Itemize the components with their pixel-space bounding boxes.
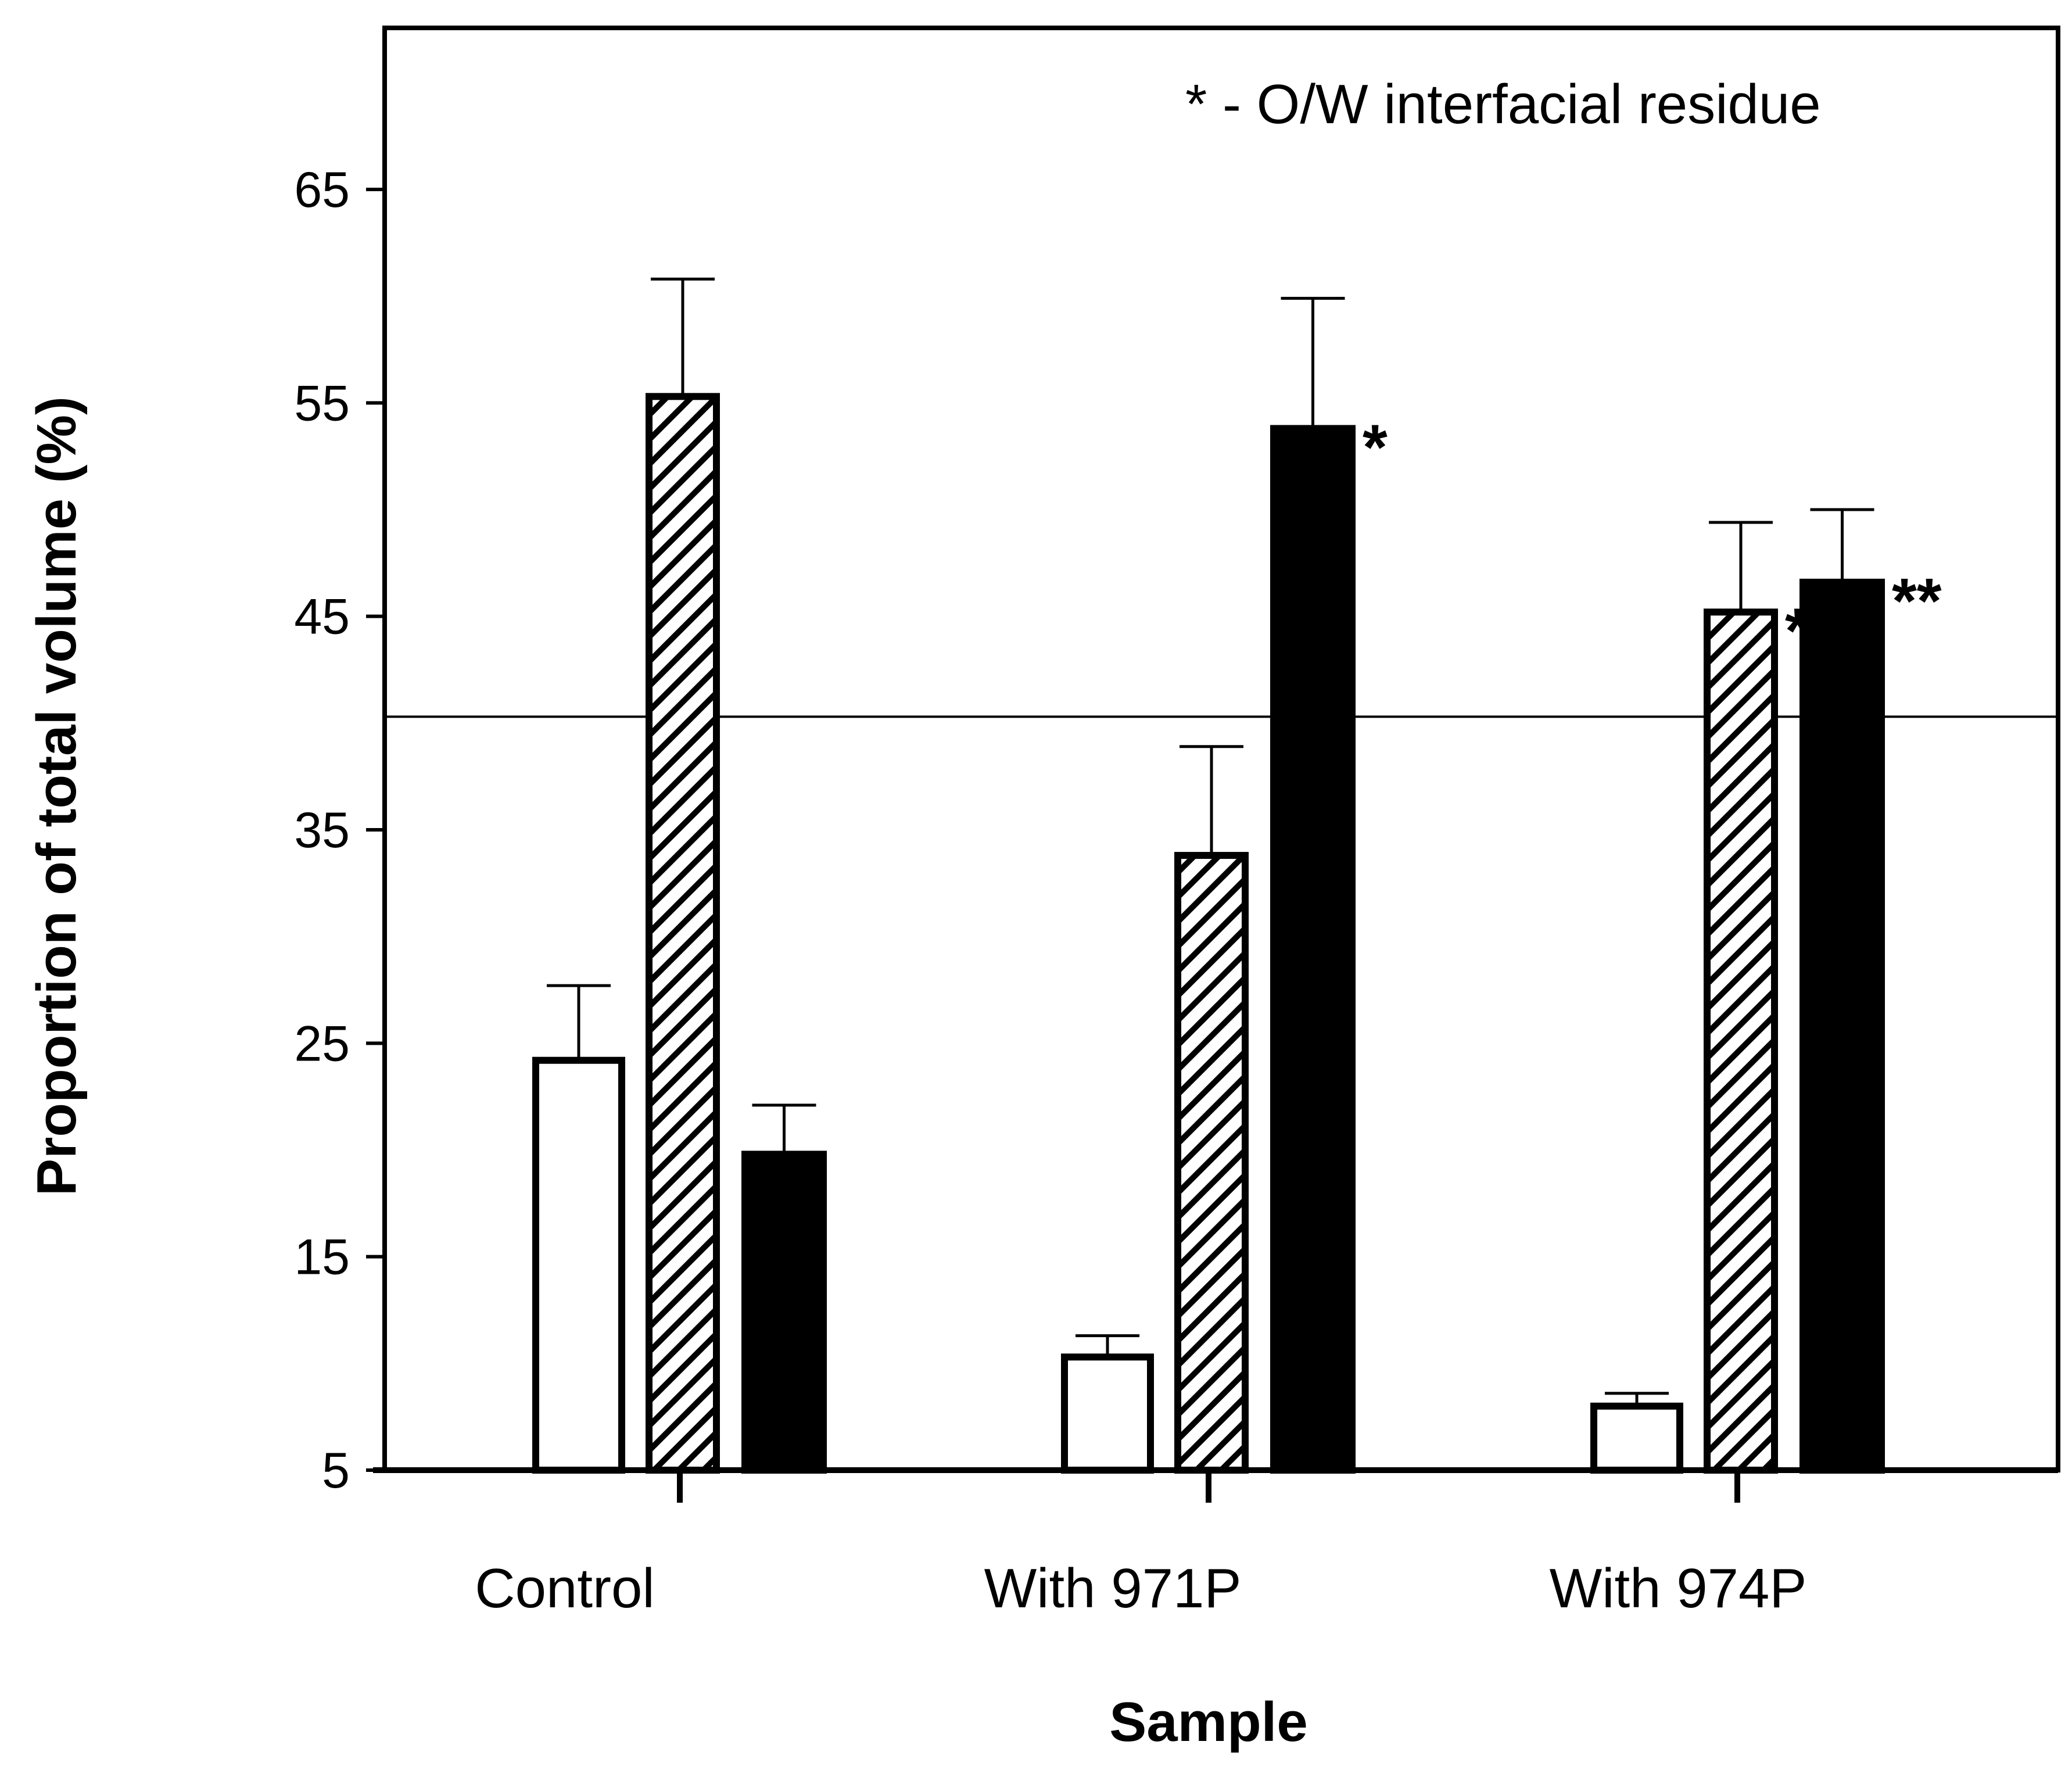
x-tick-label: With 971P: [984, 1557, 1242, 1619]
bar-group: ** **: [532, 277, 1942, 1474]
y-tick-label: 15: [294, 1230, 350, 1285]
x-axis-title: Sample: [1109, 1691, 1307, 1753]
bar: [1174, 852, 1249, 1474]
y-axis-title: Proportion of total volume (%): [26, 396, 88, 1196]
y-axis: 5 15 25 35 45 55 65: [294, 162, 385, 1499]
y-tick-label: 55: [294, 375, 350, 431]
y-tick-label: 35: [294, 802, 350, 858]
y-tick-label: 5: [322, 1443, 350, 1499]
bar: [741, 1151, 827, 1474]
y-tick-label: 65: [294, 162, 350, 218]
annotation-note: * - O/W interfacial residue: [1185, 73, 1821, 135]
bar: [1270, 425, 1356, 1474]
bar: [532, 1056, 625, 1474]
y-tick-label: 45: [294, 589, 350, 645]
significance-marker: *: [1363, 411, 1388, 483]
bar: [1061, 1353, 1154, 1474]
bar: [646, 393, 720, 1474]
x-tick-label: Control: [475, 1557, 654, 1619]
bar: [1704, 608, 1778, 1474]
y-tick-label: 25: [294, 1016, 350, 1072]
x-axis: Control With 971P With 974P: [373, 1467, 2058, 1619]
x-tick-label: With 974P: [1550, 1557, 1807, 1619]
bar: [1590, 1402, 1683, 1474]
bar: [1799, 578, 1885, 1474]
significance-marker: **: [1892, 565, 1942, 637]
